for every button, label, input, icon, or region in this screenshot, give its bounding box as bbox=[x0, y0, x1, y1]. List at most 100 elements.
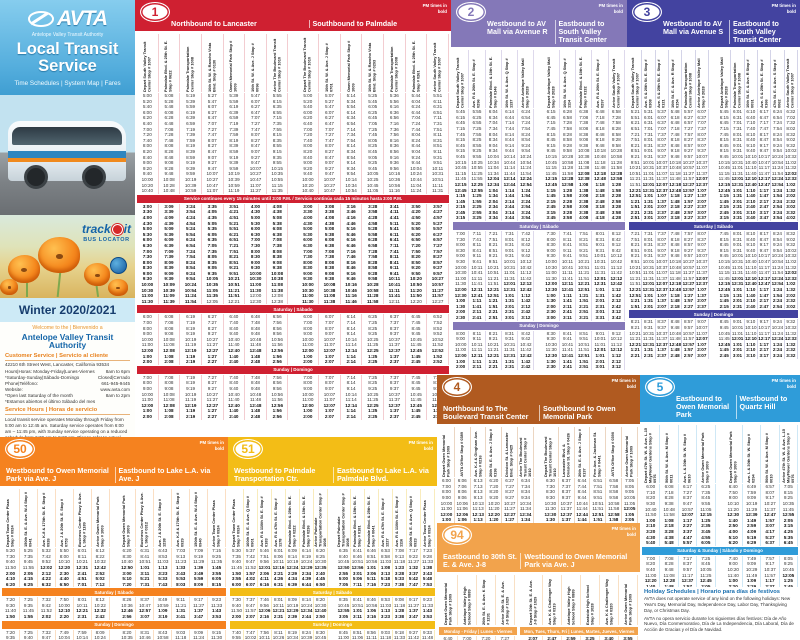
route-94-header: 94 PM times in bold Eastbound to 30th St. … bbox=[437, 523, 640, 574]
time-cell: 10:32 bbox=[92, 559, 110, 565]
time-cell: 11:24 bbox=[771, 165, 785, 171]
time-cell: 7:25 bbox=[469, 125, 486, 132]
time-cell: 10:37 bbox=[656, 330, 669, 337]
time-cell: 12:14 bbox=[341, 402, 363, 409]
time-cell: 2:00 bbox=[230, 614, 244, 620]
time-cell: 12:20 bbox=[56, 564, 74, 571]
time-cell: 3:00 bbox=[298, 203, 320, 210]
logo-org-line: Antelope Valley Transit Authority bbox=[31, 32, 104, 38]
time-cell: 11:41 bbox=[560, 275, 577, 282]
time-cell: 11:41 bbox=[384, 293, 406, 299]
time-cell: 9:00 bbox=[453, 336, 470, 342]
timetable-row: 5:20 5:28 5:39 5:47 5:59 6:07 6:15 5:20 5:27 5:34… bbox=[137, 98, 449, 105]
time-cell: 1:31 bbox=[731, 193, 745, 199]
time-cell: 9:11 bbox=[469, 253, 486, 260]
time-cell: 8:30 bbox=[119, 553, 137, 560]
timetable-row: 5:21 5:31 5:37 5:48 5:57 6:07 5:45 6:01 6:10 6:17… bbox=[629, 109, 798, 115]
time-cell: 6:50 bbox=[314, 581, 328, 588]
time-cell: 12:31 bbox=[502, 287, 519, 293]
time-cell: 9:27 bbox=[427, 265, 449, 271]
time-cell: 5:50 bbox=[406, 226, 428, 232]
time-cell: 10:37 bbox=[559, 500, 575, 507]
time-cell: 1:09 bbox=[154, 608, 173, 615]
time-cell: 10:21 bbox=[224, 276, 246, 283]
time-cell: 8:16 bbox=[341, 259, 363, 266]
time-cell: 8:46 bbox=[341, 265, 363, 271]
time-cell: 2:40 bbox=[314, 570, 328, 577]
time-cell: 10:48 bbox=[245, 336, 267, 343]
time-cell: 8:51 bbox=[351, 629, 365, 636]
time-cell: 1:00 bbox=[137, 408, 159, 414]
time-cell: 10:40 bbox=[119, 559, 137, 565]
stop-header: Lancaster Blvd. & Division St. Stop # 04… bbox=[559, 427, 575, 478]
time-cell: 11:09 bbox=[159, 293, 181, 299]
timetable-row: 8:21 8:31 8:37 8:48 8:57 9:07 8:45 9:01 9:10 9:17… bbox=[629, 242, 798, 248]
time-cell: 5:41 bbox=[384, 226, 406, 232]
time-cell: 2:35 bbox=[697, 523, 716, 529]
time-cell: 11:21 bbox=[224, 287, 246, 294]
time-cell: 9:45 bbox=[406, 385, 428, 392]
time-cell: 10:51 bbox=[136, 559, 155, 565]
time-cell: 11:41 bbox=[560, 347, 577, 353]
time-cell: 11:46 bbox=[341, 298, 363, 305]
time-cell: 9:51 bbox=[629, 159, 643, 166]
timetable-row: 1:00 1:11 1:21 1:31 1:42 1:30 1:41 1:51 2:01 2:12 bbox=[453, 358, 625, 365]
timetable-row: 7:10 7:18 7:27 7:35 7:50 7:59 8:07 8:15 bbox=[642, 489, 798, 496]
time-cell: 7:07 bbox=[202, 121, 224, 127]
bus-windshield bbox=[12, 127, 122, 145]
time-cell: 7:19 bbox=[224, 121, 246, 127]
time-cell: 11:01 bbox=[502, 270, 519, 276]
time-cell: 1:57 bbox=[682, 298, 696, 304]
time-cell: 1:56 bbox=[267, 353, 289, 360]
time-cell: 10:10 bbox=[725, 500, 743, 507]
time-cell: 3:37 bbox=[407, 570, 421, 577]
timetable-row: 2:15 2:25 2:34 2:44 2:54 2:45 2:58 3:08 3:18 3:28 bbox=[453, 204, 625, 210]
time-cell: 8:08 bbox=[267, 248, 289, 255]
time-cell: 6:27 bbox=[502, 478, 519, 484]
time-cell: 8:38 bbox=[267, 254, 289, 260]
time-cell: 8:24 bbox=[518, 131, 535, 138]
time-cell: 11:19 bbox=[180, 397, 202, 403]
time-cell: 10:37 bbox=[696, 259, 709, 265]
stop-header: Arrive Antelope Valley Mall Stop # 2028 bbox=[518, 50, 535, 109]
time-cell: 7:25 bbox=[362, 320, 385, 326]
time-cell: 7:31 bbox=[427, 121, 449, 127]
time-cell: 4:25 bbox=[780, 528, 798, 535]
time-cell: 10:00 bbox=[298, 176, 320, 183]
time-cell: 10:37 bbox=[761, 566, 780, 573]
time-cell: 4:55 bbox=[697, 534, 716, 541]
time-cell: 12:30 bbox=[544, 287, 560, 293]
time-cell: 8:45 bbox=[718, 242, 732, 248]
time-cell: 2:37 bbox=[384, 359, 406, 365]
time-cell: 12:01 bbox=[731, 336, 745, 342]
time-cell: 5:47 bbox=[202, 98, 224, 105]
time-cell: 10:32 bbox=[785, 253, 798, 260]
time-cell: 1:48 bbox=[660, 583, 679, 587]
time-cell: 4:08 bbox=[576, 215, 593, 222]
time-cell: 10:21 bbox=[74, 559, 92, 565]
time-cell: 10:00 bbox=[137, 336, 159, 343]
time-cell: 2:42 bbox=[518, 364, 535, 370]
time-cell: 11:03 bbox=[154, 559, 173, 565]
time-cell: 9:38 bbox=[319, 276, 341, 283]
time-cell: 11:51 bbox=[576, 275, 593, 282]
time-cell: 8:15 bbox=[453, 137, 470, 143]
time-cell: 8:45 bbox=[718, 319, 732, 325]
time-cell: 8:22 bbox=[92, 553, 110, 560]
time-cell: 12:11 bbox=[560, 281, 577, 287]
timetable-row: 3:20 3:28 3:37 3:45 4:00 4:09 4:17 4:25 bbox=[642, 528, 798, 535]
pm-times-note: PM times in bold bbox=[611, 526, 636, 537]
time-cell: 7:00 bbox=[298, 374, 320, 381]
time-cell: 2:51 bbox=[576, 364, 593, 370]
time-cell: 11:28 bbox=[362, 293, 385, 299]
time-cell: 8:41 bbox=[469, 247, 486, 254]
time-cell: 11:57 bbox=[682, 176, 696, 182]
sidebar: AVTA Antelope Valley Transit Authority L… bbox=[0, 0, 135, 437]
time-cell: 8:00 bbox=[56, 553, 74, 560]
timetable-row: 10:30 10:41 10:51 11:01 11:12 11:00 11:11 11:21… bbox=[453, 270, 625, 276]
time-cell: 6:48 bbox=[245, 314, 267, 321]
time-cell: 2:31 bbox=[272, 614, 286, 620]
time-cell: 5:07 bbox=[319, 93, 341, 99]
time-cell: 8:00 bbox=[137, 143, 159, 149]
time-cell: 10:51 bbox=[224, 282, 246, 288]
